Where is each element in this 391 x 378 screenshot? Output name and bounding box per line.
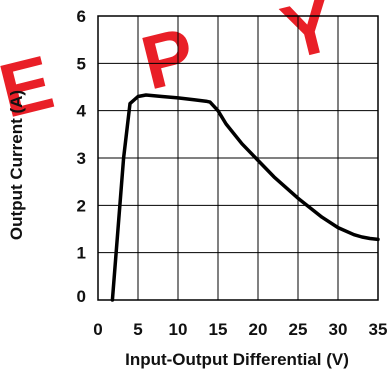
series-layer [110,93,380,302]
svg-text:P: P [134,12,204,107]
x-tick-label: 10 [169,320,188,339]
y-tick-labels: 0 1 2 3 4 5 6 [77,7,87,306]
y-tick-label: 5 [77,54,86,73]
y-axis-label: Output Current (A) [7,90,26,240]
x-tick-label: 0 [93,320,102,339]
svg-text:Y: Y [274,0,344,76]
y-tick-label: 3 [77,149,86,168]
watermark-logo: E P Y [0,0,343,134]
x-tick-labels: 0 5 10 15 20 25 30 35 [93,320,387,339]
plot-border [97,15,379,301]
x-axis-label: Input-Output Differential (V) [125,350,349,369]
x-tick-label: 25 [289,320,308,339]
x-tick-label: 15 [209,320,228,339]
y-tick-label: 0 [77,287,86,306]
y-tick-label: 4 [77,102,87,121]
y-tick-label: 6 [77,7,86,26]
x-tick-label: 30 [329,320,348,339]
x-tick-label: 35 [369,320,388,339]
x-tick-label: 20 [249,320,268,339]
x-tick-label: 5 [133,320,142,339]
y-tick-label: 2 [77,196,86,215]
plot-frame [97,15,379,301]
y-tick-label: 1 [77,244,86,263]
series-line [110,93,380,302]
